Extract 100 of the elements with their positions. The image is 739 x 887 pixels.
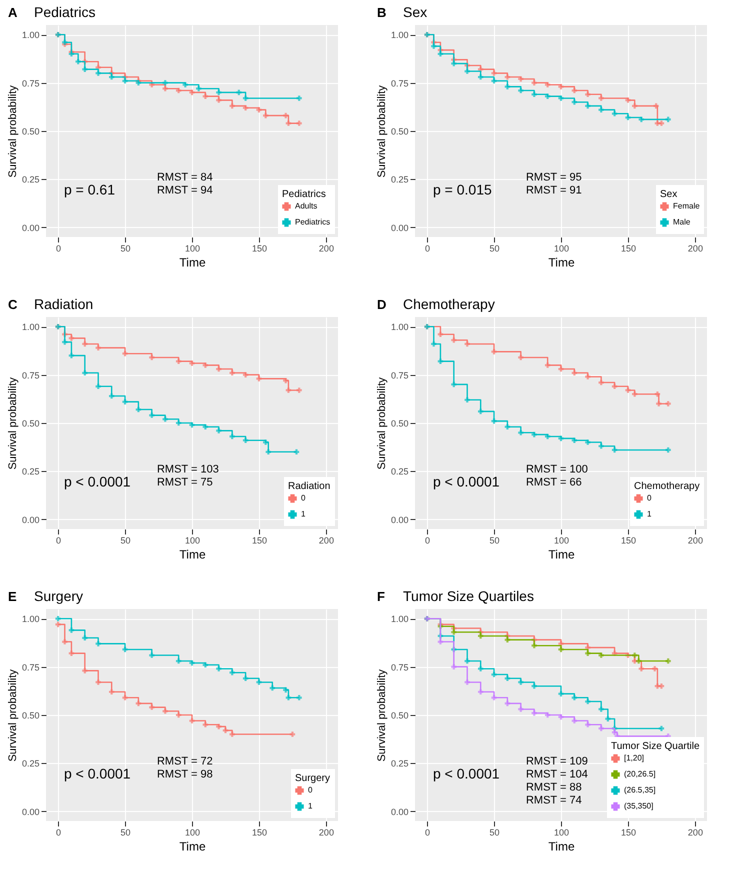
annotation: RMST = 95: [526, 172, 582, 184]
point: [478, 633, 484, 639]
y-tick-label: 1.00: [390, 30, 408, 40]
point: [572, 88, 578, 94]
point: [230, 370, 235, 376]
y-tick-label: 0.00: [22, 222, 40, 233]
annotation: RMST = 109: [526, 756, 588, 768]
point: [216, 90, 222, 96]
point: [96, 680, 101, 685]
chart-title: Sex: [403, 4, 428, 20]
y-axis-title: Survival probability: [376, 376, 388, 470]
legend-label: (35,350]: [624, 802, 654, 810]
x-tick-label: 0: [56, 244, 62, 254]
point: [96, 641, 101, 646]
point: [464, 680, 470, 685]
point: [451, 337, 456, 343]
legend-label: 1: [647, 510, 652, 518]
y-axis-title: Survival probability: [6, 376, 19, 470]
point: [216, 724, 222, 730]
point: [122, 399, 128, 404]
x-tick-label: 200: [318, 828, 334, 838]
y-tick-label: 0.25: [22, 758, 40, 769]
point: [558, 84, 564, 90]
point: [464, 341, 470, 347]
x-tick-label: 150: [620, 536, 636, 546]
point: [263, 440, 268, 445]
point: [544, 94, 550, 99]
point: [76, 58, 81, 64]
legend-title: Radiation: [288, 481, 330, 492]
point: [504, 637, 510, 642]
chart-title: Chemotherapy: [403, 296, 495, 312]
point: [518, 680, 524, 685]
point: [202, 424, 208, 430]
point: [230, 434, 235, 440]
point: [585, 644, 590, 650]
point: [216, 666, 222, 672]
x-tick-label: 100: [184, 536, 200, 546]
point: [176, 658, 182, 664]
point: [68, 628, 74, 633]
point: [55, 616, 61, 622]
x-tick-label: 0: [425, 828, 430, 838]
point: [296, 96, 302, 101]
x-tick-label: 150: [252, 828, 267, 838]
point: [558, 96, 564, 101]
point: [82, 370, 88, 376]
point: [625, 388, 631, 393]
point: [504, 676, 510, 682]
annotation: p < 0.0001: [64, 473, 131, 490]
y-tick-label: 0.50: [390, 418, 408, 428]
point: [632, 103, 638, 109]
point: [96, 345, 101, 350]
point: [149, 412, 154, 418]
point: [504, 84, 510, 90]
y-tick-label: 0.25: [390, 758, 408, 769]
annotation: p < 0.0001: [433, 765, 500, 782]
point: [638, 116, 644, 122]
point: [464, 658, 470, 664]
point: [62, 639, 68, 644]
chart-title: Radiation: [34, 296, 94, 312]
annotation: RMST = 94: [156, 184, 213, 197]
point: [82, 635, 88, 641]
point: [598, 706, 604, 712]
point: [464, 397, 470, 403]
point: [176, 712, 182, 718]
y-axis-title: Survival probability: [6, 84, 19, 178]
point: [286, 388, 292, 393]
x-tick-label: 150: [252, 536, 267, 546]
y-axis-title: Survival probability: [376, 84, 388, 178]
point: [636, 658, 642, 664]
point: [431, 341, 436, 347]
point: [532, 642, 537, 648]
point: [666, 116, 671, 122]
point: [68, 650, 74, 656]
annotation: RMST = 66: [526, 476, 582, 489]
point: [122, 350, 128, 356]
point: [572, 370, 578, 376]
point: [216, 366, 222, 372]
point: [182, 82, 188, 88]
point: [431, 44, 436, 49]
point: [598, 107, 604, 112]
annotation: RMST = 104: [526, 768, 588, 781]
point: [242, 372, 248, 378]
point: [270, 685, 276, 691]
point: [202, 362, 208, 368]
point: [242, 96, 248, 101]
point: [478, 408, 484, 414]
y-tick-label: 0.50: [22, 710, 40, 720]
annotation: p = 0.61: [64, 181, 116, 198]
point: [544, 434, 550, 440]
point: [585, 103, 590, 109]
point: [82, 668, 88, 674]
point: [518, 76, 524, 82]
point: [438, 639, 444, 644]
legend-title: Pediatrics: [282, 189, 326, 200]
point: [632, 652, 638, 658]
point: [286, 120, 292, 126]
point: [202, 94, 208, 99]
legend-label: 0: [301, 494, 306, 502]
point: [162, 86, 168, 92]
annotation: RMST = 84: [156, 172, 213, 184]
